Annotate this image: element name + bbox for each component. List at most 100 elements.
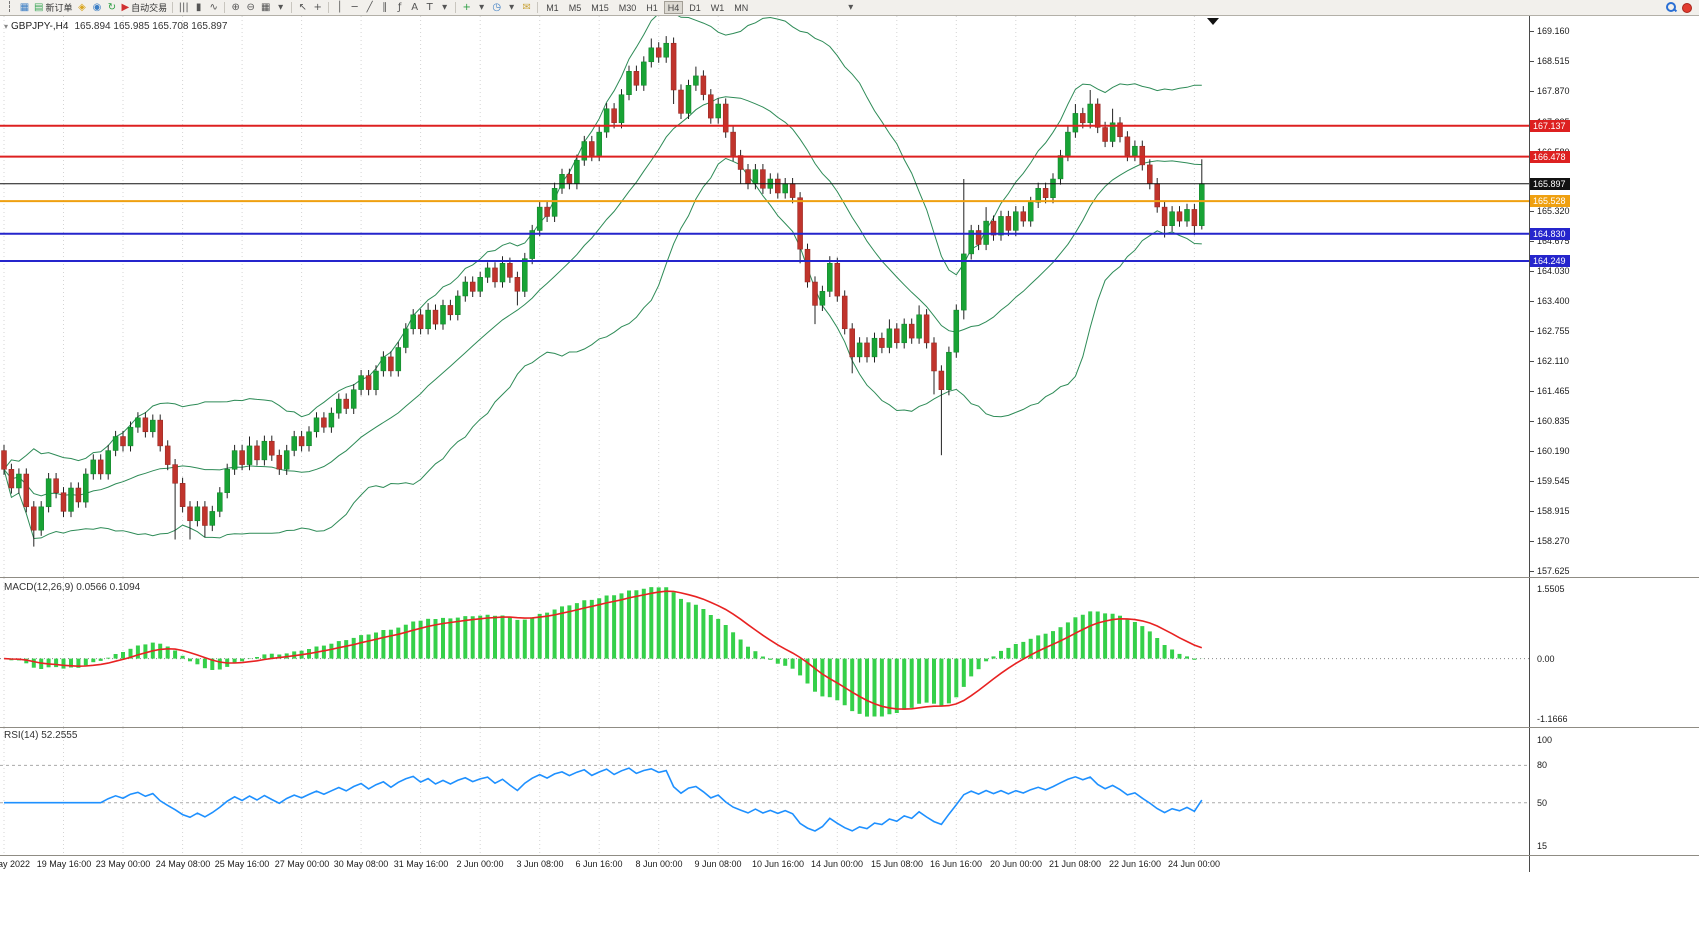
x-tick-label: 30 May 08:00 xyxy=(333,859,389,869)
panel-separator-xaxis xyxy=(0,855,1699,856)
x-tick-label: 14 Jun 00:00 xyxy=(810,859,864,869)
x-tick-label: 18 May 2022 xyxy=(0,859,31,869)
crosshair-icon[interactable]: + xyxy=(313,1,322,13)
rsi-line xyxy=(4,767,1203,832)
panel-separator-rsi[interactable] xyxy=(0,727,1699,728)
horizontal-level-lines[interactable] xyxy=(0,124,1529,262)
grid-lines xyxy=(3,16,1195,577)
alert-icon[interactable] xyxy=(1682,2,1692,13)
new-order-button[interactable]: ▤ 新订单 xyxy=(34,1,73,13)
timeframe-H1[interactable]: H1 xyxy=(646,2,658,13)
x-tick-label: 3 Jun 08:00 xyxy=(516,859,564,869)
y-tick-label: 160.835 xyxy=(1537,416,1570,426)
windows-dropdown-icon[interactable]: ▾ xyxy=(278,1,284,13)
candlestick-chart-icon[interactable]: ▮ xyxy=(195,1,202,13)
x-tick-label: 24 May 08:00 xyxy=(155,859,211,869)
search-icon[interactable] xyxy=(1666,2,1677,13)
rsi-panel[interactable] xyxy=(0,728,1529,855)
timeframe-M15[interactable]: M15 xyxy=(591,2,609,13)
timeframe-H4[interactable]: H4 xyxy=(663,1,684,14)
y-tick-label: 160.190 xyxy=(1537,446,1570,456)
x-tick-label: 9 Jun 08:00 xyxy=(694,859,742,869)
macd-panel[interactable] xyxy=(0,578,1529,727)
macd-scale-label: -1.1666 xyxy=(1537,714,1568,724)
market-watch-icon[interactable]: ◉ xyxy=(92,1,102,13)
macd-scale-label: 1.5505 xyxy=(1537,584,1565,594)
price-tag-165.897: 165.897 xyxy=(1530,178,1570,190)
x-tick-label: 27 May 00:00 xyxy=(274,859,330,869)
y-tick-label: 157.625 xyxy=(1537,566,1570,576)
trendline-icon[interactable]: ╱ xyxy=(366,1,373,13)
x-tick-label: 16 Jun 16:00 xyxy=(929,859,983,869)
arrows-tool-icon[interactable]: ▾ xyxy=(442,1,448,13)
macd-indicator-label: MACD(12,26,9) 0.0566 0.1094 xyxy=(4,582,141,593)
metaeditor-icon[interactable]: ◈ xyxy=(78,1,86,13)
text-tool-icon[interactable]: A xyxy=(411,1,419,13)
candles xyxy=(1,36,1205,547)
timeframe-M1[interactable]: M1 xyxy=(546,2,559,13)
vertical-line-icon[interactable]: │ xyxy=(336,1,343,13)
macd-histogram xyxy=(9,587,1204,717)
timeframe-M5[interactable]: M5 xyxy=(568,2,582,13)
timeframe-W1[interactable]: W1 xyxy=(710,2,725,13)
template-icon[interactable]: ✉ xyxy=(522,1,531,13)
y-tick-label: 164.675 xyxy=(1537,236,1570,246)
toolbar-separator xyxy=(455,2,457,13)
x-tick-label: 15 Jun 08:00 xyxy=(870,859,924,869)
macd-signal-line xyxy=(3,590,1203,710)
y-tick-label: 165.320 xyxy=(1537,206,1570,216)
panel-separator-macd[interactable] xyxy=(0,577,1699,578)
y-tick-label: 169.160 xyxy=(1537,26,1570,36)
symbol-dropdown-icon[interactable]: ▾ xyxy=(4,22,9,31)
horizontal-line-icon[interactable]: ─ xyxy=(351,1,358,13)
line-chart-icon[interactable]: ∿ xyxy=(209,1,218,13)
toolbar-separator xyxy=(224,2,226,13)
x-tick-label: 25 May 16:00 xyxy=(214,859,270,869)
rsi-scale-label: 100 xyxy=(1537,735,1553,745)
timeframe-D1[interactable]: D1 xyxy=(689,2,701,13)
zoom-in-icon[interactable]: ⊕ xyxy=(231,1,240,13)
y-tick-label: 163.400 xyxy=(1537,296,1570,306)
cursor-icon[interactable]: ↖ xyxy=(298,1,307,13)
zoom-out-icon[interactable]: ⊖ xyxy=(246,1,255,13)
autotrading-button[interactable]: ▶ 自动交易 xyxy=(121,1,168,13)
timeframe-M30[interactable]: M30 xyxy=(618,2,637,13)
main-chart[interactable] xyxy=(0,16,1529,577)
y-tick-label: 158.270 xyxy=(1537,536,1570,546)
more-dropdown-icon[interactable]: ▾ xyxy=(848,2,854,13)
x-tick-label: 8 Jun 00:00 xyxy=(635,859,683,869)
y-tick-label: 158.915 xyxy=(1537,506,1570,516)
price-tag-165.528: 165.528 xyxy=(1530,195,1570,207)
fibonacci-icon[interactable]: ƒ xyxy=(397,1,402,13)
indicators-add-icon[interactable]: + xyxy=(462,1,471,13)
price-tag-164.830: 164.830 xyxy=(1530,228,1570,240)
ohlc-readout: 165.894 165.985 165.708 165.897 xyxy=(74,21,228,32)
toolbar-grip[interactable]: ┆ xyxy=(6,1,13,13)
toolbar-separator xyxy=(328,2,330,13)
price-tag-167.137: 167.137 xyxy=(1530,120,1570,132)
y-tick-label: 162.755 xyxy=(1537,326,1570,336)
y-tick-label: 159.545 xyxy=(1537,476,1570,486)
refresh-icon[interactable]: ↻ xyxy=(107,1,117,13)
period-clock-icon[interactable]: ◷ xyxy=(492,1,502,13)
x-tick-label: 24 Jun 00:00 xyxy=(1167,859,1221,869)
price-tag-164.249: 164.249 xyxy=(1530,255,1570,267)
rsi-scale-label: 50 xyxy=(1537,798,1548,808)
indicators-dropdown-icon[interactable]: ▾ xyxy=(479,1,485,13)
symbol-ohlc-label: ▾ GBPJPY-,H4 165.894 165.985 165.708 165.8… xyxy=(4,21,227,32)
tile-windows-icon[interactable]: ▦ xyxy=(260,1,271,13)
price-scale[interactable]: 169.160168.515167.870167.225166.580165.9… xyxy=(1529,16,1699,872)
bollinger-bands xyxy=(3,16,1202,540)
toolbar: ┆ ▦ ▤ 新订单 ◈ ◉ ↻ ▶ 自动交易 ||| ▮ ∿ ⊕ ⊖ ▦ ▾ ↖ + │ ─ ╱ ∥ ƒ A T ▾ + ▾ ◷ ▾ ✉ M1… xyxy=(0,0,1699,16)
y-tick-label: 161.465 xyxy=(1537,386,1570,396)
bar-chart-icon[interactable]: ||| xyxy=(178,1,189,13)
x-tick-label: 20 Jun 00:00 xyxy=(989,859,1043,869)
chart-shift-marker[interactable] xyxy=(1207,18,1219,25)
new-chart-icon[interactable]: ▦ xyxy=(19,1,30,13)
channel-icon[interactable]: ∥ xyxy=(382,1,388,13)
toolbar-separator xyxy=(291,2,293,13)
period-dropdown-icon[interactable]: ▾ xyxy=(509,1,515,13)
timeframe-MN[interactable]: MN xyxy=(734,2,749,13)
label-tool-icon[interactable]: T xyxy=(426,1,433,13)
